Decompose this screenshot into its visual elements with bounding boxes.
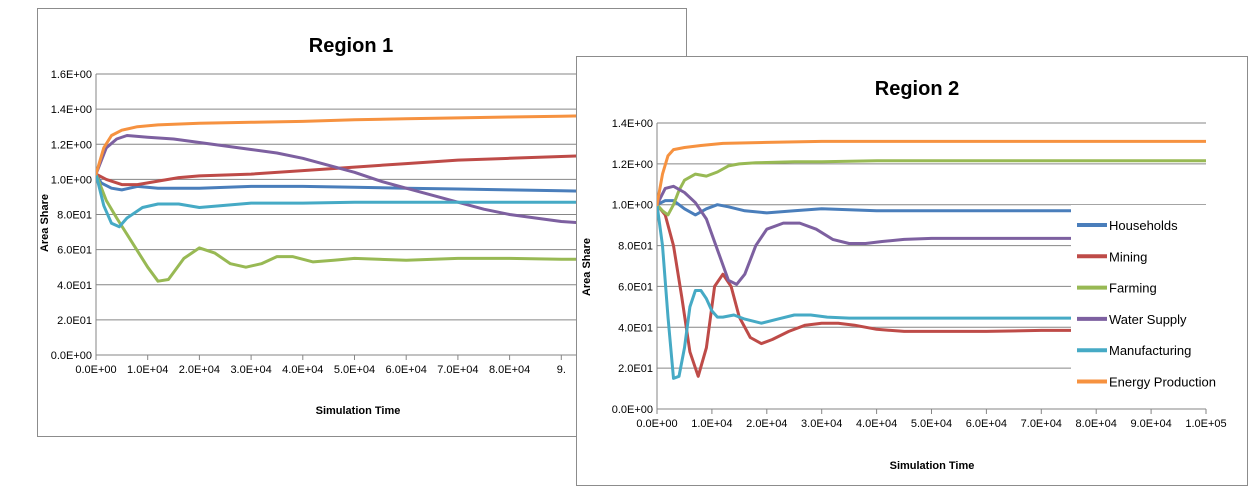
chart-1-y-tick-label: 4.0E01: [57, 280, 92, 292]
chart-region-2: Region 2 0.0E+00 2.0E01 4.0E01 6.0E01 8.0E01 1…: [576, 56, 1248, 486]
chart-2-x-tick-label: 4.0E+04: [856, 418, 897, 430]
chart-2-series-line-3: [657, 184, 1206, 286]
chart-1-y-tick-label: 6.0E01: [57, 245, 92, 257]
legend-label: Energy Production: [1109, 375, 1216, 390]
chart-1-x-tick-label: 6.0E+04: [386, 364, 427, 376]
chart-2-y-tick-label: 8.0E01: [618, 241, 653, 253]
chart-1-x-tick-label: 2.0E+04: [179, 364, 220, 376]
chart-2-x-tick-label: 7.0E+04: [1021, 418, 1062, 430]
chart-2-series-line-1: [657, 203, 1206, 378]
chart-2-x-tick-label: 8.0E+04: [1076, 418, 1117, 430]
chart-2-x-tick-label: 1.0E+05: [1185, 418, 1226, 430]
chart-1-x-tick-label: 3.0E+04: [230, 364, 271, 376]
chart-2-y-tick-label: 1.2E+00: [612, 159, 653, 171]
chart-2-series-line-0: [657, 199, 1206, 217]
chart-2-series-line-5: [657, 139, 1206, 207]
chart-2-y-tick-label: 1.0E+00: [612, 200, 653, 212]
chart-1-x-tick-label: 9.: [557, 364, 566, 376]
chart-1-y-tick-label: 0.0E+00: [51, 350, 92, 362]
chart-1-series-line-0: [96, 172, 613, 194]
chart-2-x-tick-label: 1.0E+04: [691, 418, 732, 430]
chart-1-title: Region 1: [309, 35, 393, 57]
chart-1-y-tick-label: 1.4E+00: [51, 104, 92, 116]
chart-1-y-tick-label: 1.2E+00: [51, 139, 92, 151]
chart-2-x-tick-label: 6.0E+04: [966, 418, 1007, 430]
chart-1-x-axis-title: Simulation Time: [316, 405, 401, 417]
legend-label: Manufacturing: [1109, 343, 1191, 358]
chart-1-x-tick-label: 7.0E+04: [437, 364, 478, 376]
chart-1-x-tick-label: 8.0E+04: [489, 364, 530, 376]
chart-region-1-svg: Region 1 0.0E+00 2.0E01 4.0E01 6.0E01 8.0E01 1…: [39, 35, 613, 417]
chart-2-x-axis-title: Simulation Time: [890, 460, 975, 472]
chart-2-x-tick-label: 0.0E+00: [636, 418, 677, 430]
chart-2-x-tick-label: 9.0E+04: [1130, 418, 1171, 430]
chart-1-y-tick-label: 8.0E01: [57, 210, 92, 222]
chart-1-x-tick-label: 1.0E+04: [127, 364, 168, 376]
chart-2-y-axis-title: Area Share: [581, 238, 593, 296]
chart-2-x-tick-label: 2.0E+04: [746, 418, 787, 430]
chart-2-x-tick-label: 5.0E+04: [911, 418, 952, 430]
chart-1-x-tick-label: 5.0E+04: [334, 364, 375, 376]
chart-1-y-tick-label: 2.0E01: [57, 315, 92, 327]
legend-box: [1071, 205, 1241, 399]
chart-2-y-tick-label: 1.4E+00: [612, 118, 653, 130]
chart-1-y-tick-label: 1.6E+00: [51, 69, 92, 81]
chart-1-y-axis-title: Area Share: [39, 194, 51, 252]
chart-1-series-line-1: [96, 153, 613, 187]
chart-2-x-tick-label: 3.0E+04: [801, 418, 842, 430]
chart-2-series-line-2: [657, 159, 1206, 217]
legend-label: Water Supply: [1109, 312, 1187, 327]
legend-label: Farming: [1109, 281, 1157, 296]
chart-1-series-line-2: [96, 172, 613, 283]
chart-2-y-tick-label: 6.0E01: [618, 281, 653, 293]
chart-1-x-tick-label: 0.0E+00: [75, 364, 116, 376]
chart-2-title: Region 2: [875, 78, 959, 100]
chart-2-y-tick-label: 4.0E01: [618, 322, 653, 334]
chart-1-x-tick-label: 4.0E+04: [282, 364, 323, 376]
chart-2-y-tick-label: 2.0E01: [618, 363, 653, 375]
chart-2-series-line-4: [657, 203, 1206, 380]
legend-label: Mining: [1109, 249, 1147, 264]
chart-1-y-tick-label: 1.0E+00: [51, 174, 92, 186]
chart-2-y-tick-label: 0.0E+00: [612, 404, 653, 416]
chart-1-series-line-3: [96, 134, 613, 227]
chart-1-series-line-4: [96, 172, 613, 229]
legend-label: Households: [1109, 218, 1178, 233]
chart-region-2-svg: Region 2 0.0E+00 2.0E01 4.0E01 6.0E01 8.0E01 1…: [581, 78, 1241, 472]
chart-1-series-line-5: [96, 113, 613, 176]
